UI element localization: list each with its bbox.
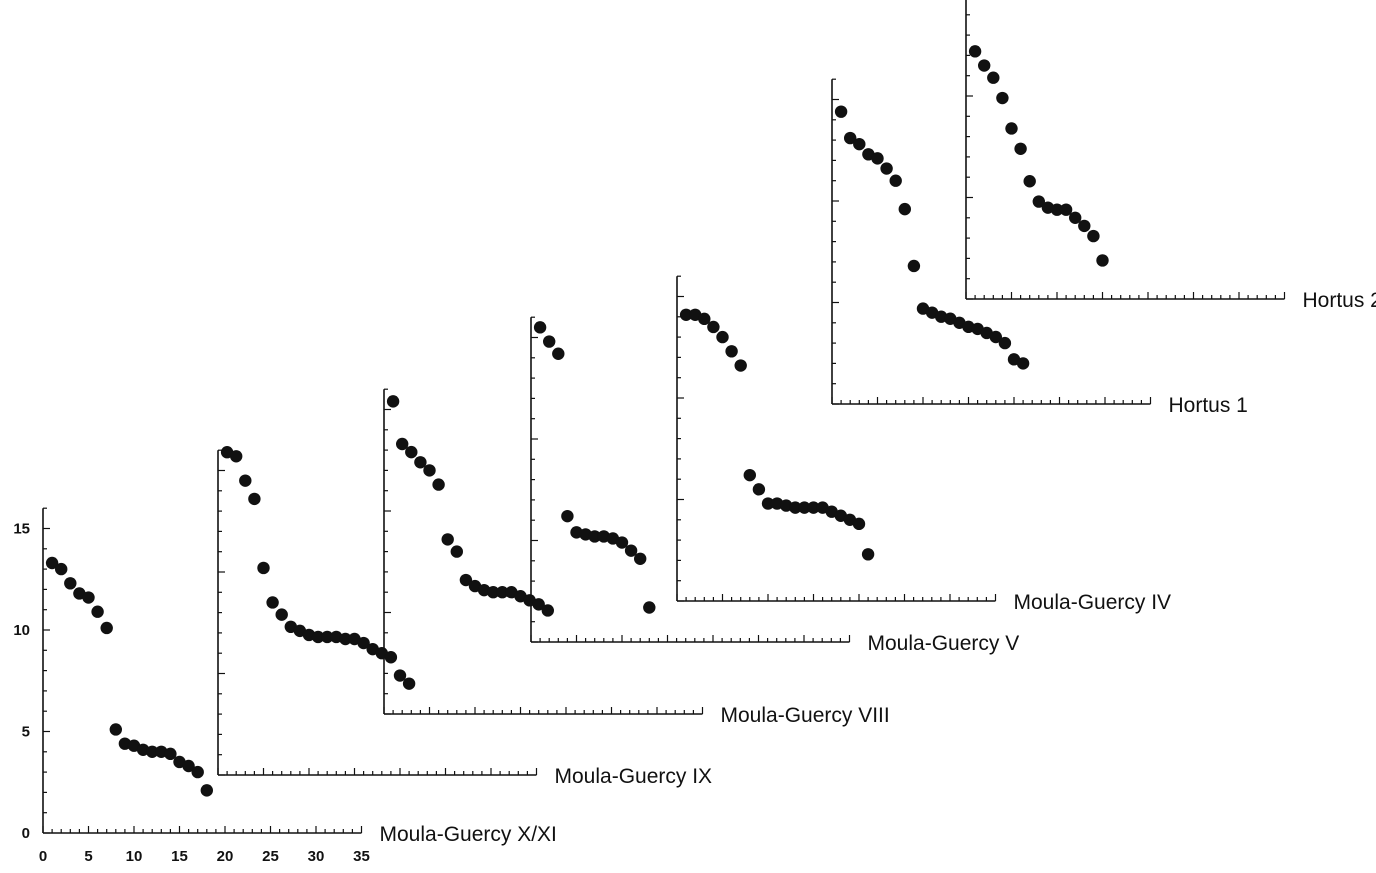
data-point: [405, 446, 417, 458]
data-point: [248, 493, 260, 505]
data-point: [276, 608, 288, 620]
data-point: [110, 723, 122, 735]
data-point: [542, 604, 554, 616]
data-point: [996, 92, 1008, 104]
x-tick-label: 10: [126, 848, 143, 865]
data-point: [643, 601, 655, 613]
data-point: [543, 335, 555, 347]
data-point: [239, 474, 251, 486]
data-point: [561, 510, 573, 522]
data-point: [1017, 357, 1029, 369]
data-point: [55, 563, 67, 575]
data-point: [403, 677, 415, 689]
data-point: [385, 651, 397, 663]
data-point: [82, 591, 94, 603]
data-point: [423, 464, 435, 476]
panel-2: Moula-Guercy IX: [218, 446, 712, 788]
x-tick-label: 15: [171, 848, 188, 865]
panel-6: Hortus 1: [832, 79, 1248, 417]
x-tick-label: 25: [262, 848, 279, 865]
data-point: [192, 766, 204, 778]
panel-label: Hortus 1: [1169, 394, 1248, 417]
panel-label: Moula-Guercy IX: [555, 765, 713, 788]
x-tick-label: 5: [84, 848, 92, 865]
panel-7: Hortus 2: [966, 0, 1376, 312]
data-point: [257, 562, 269, 574]
data-point: [451, 545, 463, 557]
data-point: [871, 152, 883, 164]
data-point: [999, 337, 1011, 349]
y-tick-label: 0: [22, 825, 30, 842]
data-point: [432, 478, 444, 490]
data-point: [707, 321, 719, 333]
panel-1: 0 5 10 15 20 25 30 35 0 5 10 15 Moula-Guercy X/XI: [13, 508, 557, 865]
data-point: [862, 548, 874, 560]
data-point: [908, 260, 920, 272]
data-point: [853, 138, 865, 150]
data-point: [1014, 143, 1026, 155]
data-point: [744, 469, 756, 481]
data-point: [899, 203, 911, 215]
x-tick-label: 20: [217, 848, 234, 865]
panel-label: Moula-Guercy VIII: [721, 704, 890, 727]
panel-label: Moula-Guercy IV: [1014, 591, 1172, 614]
x-tick-label: 0: [39, 848, 47, 865]
data-point: [101, 622, 113, 634]
data-point: [552, 348, 564, 360]
x-tick-label: 35: [353, 848, 370, 865]
data-point: [853, 518, 865, 530]
data-point: [534, 321, 546, 333]
data-point: [1023, 175, 1035, 187]
y-tick-label: 5: [22, 724, 30, 741]
data-point: [230, 450, 242, 462]
data-point: [64, 577, 76, 589]
data-point: [725, 345, 737, 357]
y-tick-label: 15: [13, 521, 30, 538]
data-point: [442, 533, 454, 545]
data-point: [716, 331, 728, 343]
y-tick-label: 10: [13, 622, 30, 639]
data-point: [1005, 122, 1017, 134]
data-point: [1078, 220, 1090, 232]
panel-label: Moula-Guercy V: [868, 632, 1020, 655]
data-point: [1087, 230, 1099, 242]
x-tick-label: 30: [308, 848, 325, 865]
data-point: [753, 483, 765, 495]
panel-5: Moula-Guercy IV: [677, 276, 1171, 614]
data-point: [387, 395, 399, 407]
data-point: [835, 105, 847, 117]
data-point: [880, 162, 892, 174]
data-point: [890, 175, 902, 187]
data-point: [978, 59, 990, 71]
panel-label: Hortus 2: [1303, 289, 1376, 312]
data-point: [735, 359, 747, 371]
data-point: [969, 45, 981, 57]
panel-label: Moula-Guercy X/XI: [380, 823, 557, 846]
data-point: [1096, 254, 1108, 266]
data-point: [91, 606, 103, 618]
data-point: [201, 784, 213, 796]
data-point: [266, 596, 278, 608]
panel-4: Moula-Guercy V: [531, 317, 1019, 655]
data-point: [987, 72, 999, 84]
data-point: [634, 553, 646, 565]
